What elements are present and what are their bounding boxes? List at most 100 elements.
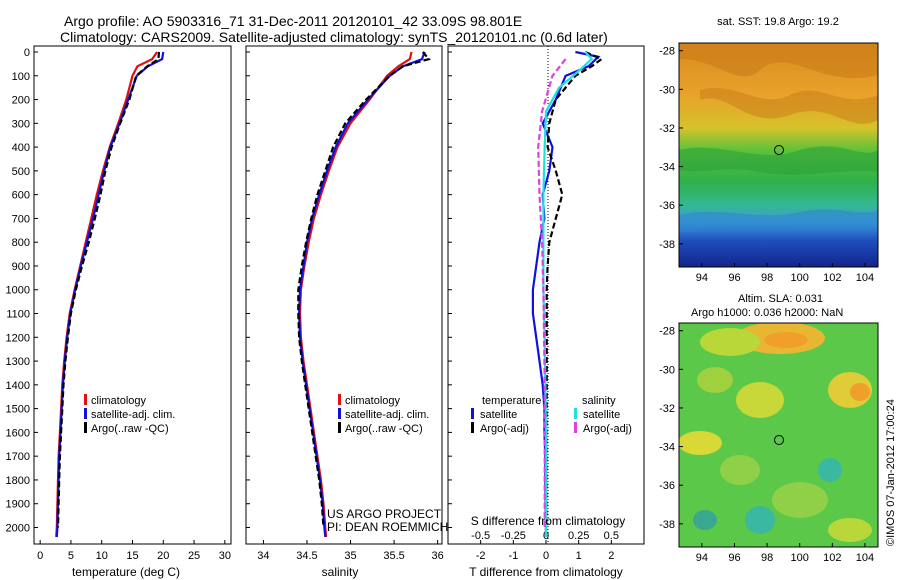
sla-map-image [679,323,878,547]
depth-tick-label: 400 [12,142,30,154]
map-lat-tick-label: -28 [659,46,675,58]
legend-swatch-temp-argo [471,422,474,433]
map-lat-tick-label: -30 [659,84,675,96]
depth-tick-label: 700 [12,213,30,225]
difference-top-tick-label: 0.5 [604,530,619,542]
depth-tick-label: 800 [12,237,30,249]
map-lat-tick-label: -36 [659,480,675,492]
temperature-tick-label: 30 [219,550,231,562]
map-lon-tick-label: 100 [791,552,809,564]
series-line-climatology [55,51,159,538]
temperature-tick-label: 0 [37,550,43,562]
sst-map-axes: 94 96 98 100 102 104 -28 -30 -32 -34 -36 -38 [659,46,874,284]
series-line-salinity-argo-adj [537,58,567,528]
depth-tick-label: 1900 [6,499,30,511]
legend-label-sal-argo: Argo(-adj) [583,423,632,435]
map-lat-tick-label: -28 [659,326,675,338]
depth-tick-label: 1100 [6,309,30,321]
map-lat-tick-label: -34 [659,442,675,454]
map-lat-tick-label: -36 [659,200,675,212]
difference-x-axis: -2 -1 0 1 2-0.5 -0.25 0 0.25 0.5 [471,530,619,562]
depth-tick-label: 1700 [6,451,30,463]
legend-label-climatology: climatology [345,395,401,407]
map-lon-tick-label: 102 [823,272,841,284]
project-label: US ARGO PROJECT [327,507,442,521]
map-lon-tick-label: 98 [761,272,773,284]
legend-swatch-temp-satellite [471,408,474,419]
map-lat-tick-label: -38 [659,519,675,531]
credit-label: ©IMOS 07-Jan-2012 17:00:24 [885,399,897,546]
salinity-tick-label: 36 [432,550,444,562]
depth-tick-label: 1000 [6,285,30,297]
legend-swatch-argo [338,422,341,433]
series-line-salinity-satellite [542,51,594,537]
difference-tick-label: 0 [543,550,549,562]
depth-tick-label: 1200 [6,332,30,344]
map-lon-tick-label: 96 [728,552,740,564]
difference-top-tick-label: -0.25 [501,530,526,542]
difference-top-tick-label: 0.25 [568,530,589,542]
legend-label-satellite-adj: satellite-adj. clim. [91,409,175,421]
salinity-x-axis: 34 34.5 35 35.5 36 [257,540,444,562]
legend-swatch-satellite-adj [84,408,87,419]
map-lon-tick-label: 104 [856,272,874,284]
salinity-tick-label: 35 [344,550,356,562]
legend-swatch-climatology [338,394,341,405]
legend-swatch-sal-satellite [574,408,577,419]
map-lon-tick-label: 102 [823,552,841,564]
pi-label: PI: DEAN ROEMMICH [327,520,448,534]
legend-swatch-argo [84,422,87,433]
depth-tick-label: 2000 [6,522,30,534]
difference-tick-label: 1 [576,550,582,562]
sla-map-title-line-1: Altim. SLA: 0.031 [738,293,823,305]
series-line-temperature-argo-adj [545,50,604,528]
legend-header-salinity: salinity [582,395,616,407]
figure-title-line-2: Climatology: CARS2009. Satellite-adjuste… [60,29,608,45]
legend-label-argo: Argo(..raw -QC) [91,423,169,435]
difference-tick-label: 2 [608,550,614,562]
difference-legend: temperature salinity satellite Argo(-adj… [471,395,632,435]
difference-top-tick-label: -0.5 [471,530,490,542]
map-lon-tick-label: 100 [791,272,809,284]
sla-float-position-marker [774,435,784,445]
depth-tick-label: 1400 [6,380,30,392]
legend-swatch-sal-argo [574,422,577,433]
temperature-tick-label: 25 [188,550,200,562]
difference-tick-label: -1 [508,550,518,562]
depth-tick-label: 1600 [6,427,30,439]
depth-tick-label: 500 [12,166,30,178]
map-lon-tick-label: 96 [728,272,740,284]
map-lat-tick-label: -38 [659,239,675,251]
temperature-tick-label: 20 [157,550,169,562]
legend-label-sal-satellite: satellite [583,409,620,421]
legend-label-temp-satellite: satellite [480,409,517,421]
difference-series-group [531,50,604,538]
salinity-tick-label: 35.5 [383,550,404,562]
map-lat-tick-label: -32 [659,403,675,415]
sla-map-title-line-2: Argo h1000: 0.036 h2000: NaN [691,307,843,319]
series-line-argo-raw-qc [297,51,431,528]
legend-label-argo: Argo(..raw -QC) [345,423,423,435]
salinity-x-label: salinity [322,565,359,579]
depth-tick-label: 300 [12,118,30,130]
depth-tick-label: 1800 [6,475,30,487]
salinity-legend: climatology satellite-adj. clim. Argo(..… [338,394,429,435]
temperature-tick-label: 15 [126,550,138,562]
depth-tick-label: 1500 [6,404,30,416]
legend-swatch-satellite-adj [338,408,341,419]
map-lon-tick-label: 104 [856,552,874,564]
difference-top-x-label: S difference from climatology [471,514,626,528]
salinity-series-group [297,51,431,538]
depth-tick-label: 900 [12,261,30,273]
legend-label-satellite-adj: satellite-adj. clim. [345,409,429,421]
sla-map-axes: 94 96 98 100 102 104 -28 -30 -32 -34 -36 -38 [659,326,874,564]
legend-swatch-climatology [84,394,87,405]
sst-map-title: sat. SST: 19.8 Argo: 19.2 [717,16,839,28]
depth-tick-label: 200 [12,95,30,107]
legend-label-climatology: climatology [91,395,147,407]
sst-float-position-marker [774,145,784,155]
figure-title-line-1: Argo profile: AO 5903316_71 31-Dec-2011 … [64,13,522,29]
map-lat-tick-label: -30 [659,364,675,376]
